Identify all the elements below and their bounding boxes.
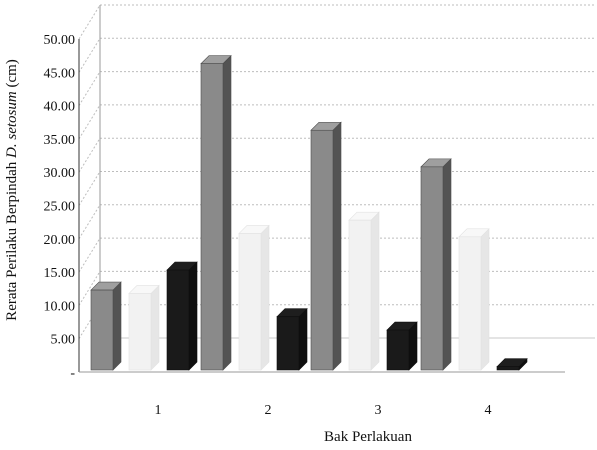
x-axis-title: Bak Perlakuan — [324, 429, 412, 445]
bar — [348, 211, 380, 371]
bar — [420, 158, 452, 371]
y-axis-title-prefix: Rerata Perilaku Berpindah — [4, 158, 20, 321]
bar-front — [420, 166, 444, 371]
y-axis-title: Rerata Perilaku Berpindah D. setosum (cm… — [4, 59, 20, 321]
x-tick-label: 2 — [265, 403, 272, 418]
y-axis-title-species: D. setosum — [4, 91, 20, 159]
bar-side — [260, 224, 270, 371]
bar — [386, 321, 418, 371]
bar-side — [480, 228, 490, 371]
x-tick-label: 3 — [375, 403, 382, 418]
bar-side — [112, 281, 122, 371]
bar-front — [496, 366, 520, 371]
gridline-depth — [78, 171, 101, 206]
bar-side — [370, 211, 380, 371]
bar — [166, 261, 198, 371]
gridline-depth — [78, 271, 101, 306]
y-tick-label: 20.00 — [44, 233, 76, 248]
gridline-depth — [78, 204, 101, 240]
x-tick-labels: 1 2 3 4 — [155, 403, 492, 418]
bar — [90, 281, 122, 371]
bars — [90, 54, 528, 371]
bar-front — [128, 293, 152, 371]
bar — [276, 307, 308, 371]
bar-front — [310, 129, 334, 371]
bar-front — [166, 269, 190, 371]
y-tick-label: 10.00 — [44, 299, 76, 314]
bar-side — [442, 158, 452, 371]
y-tick-label: 25.00 — [44, 200, 76, 215]
y-tick-label: 15.00 — [44, 266, 76, 281]
y-tick-label: 35.00 — [44, 133, 76, 148]
bar — [310, 121, 342, 371]
y-tick-label: 45.00 — [44, 66, 76, 81]
gridline-depth — [78, 104, 101, 140]
gridline-depth — [78, 237, 101, 273]
y-axis-title-suffix: (cm) — [4, 59, 20, 91]
bar-front — [238, 233, 262, 371]
x-tick-label: 4 — [485, 403, 492, 418]
gridline-depth — [78, 71, 101, 106]
bar-side — [298, 307, 308, 371]
bar-side — [222, 54, 232, 371]
gridline-depth — [78, 4, 101, 40]
bar-front — [200, 63, 224, 371]
gridline-depth — [78, 137, 101, 173]
gridline-depth — [78, 38, 101, 73]
bar-side — [332, 121, 342, 371]
bar-side — [188, 261, 198, 371]
bar-front — [458, 236, 482, 371]
bar-front — [386, 329, 410, 371]
bar — [238, 224, 270, 371]
y-tick-label: 30.00 — [44, 166, 76, 181]
y-tick-label: 40.00 — [44, 100, 76, 115]
y-tick-labels: - 5.00 10.00 15.00 20.00 25.00 30.00 35.00 40.00… — [44, 33, 76, 381]
bar-front — [90, 289, 114, 371]
bar — [200, 54, 232, 371]
bar — [128, 284, 160, 371]
bar-front — [348, 219, 372, 371]
bar — [458, 228, 490, 371]
y-tick-label: - — [70, 366, 75, 381]
bar — [496, 357, 528, 371]
y-tick-label: 50.00 — [44, 33, 76, 48]
x-tick-label: 1 — [155, 403, 162, 418]
bar-front — [276, 316, 300, 371]
gridlines — [78, 4, 595, 339]
y-tick-label: 5.00 — [51, 333, 76, 348]
bar-side — [150, 284, 160, 371]
